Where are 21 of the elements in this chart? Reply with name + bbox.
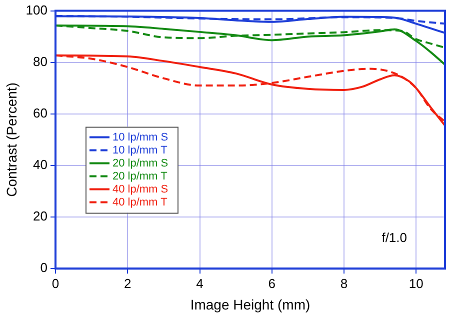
legend-label: 40 lp/mm S	[112, 183, 168, 196]
y-tick-label: 0	[40, 260, 48, 276]
y-tick-label: 20	[33, 208, 48, 224]
legend-label: 40 lp/mm T	[112, 196, 168, 208]
x-tick-label: 8	[340, 276, 348, 291]
y-axis-title: Contrast (Percent)	[3, 82, 20, 197]
x-tick-label: 10	[408, 276, 424, 291]
x-tick-label: 6	[268, 276, 276, 291]
legend-label: 10 lp/mm S	[112, 131, 168, 144]
legend-label: 20 lp/mm T	[112, 170, 168, 182]
y-tick-label: 40	[33, 157, 48, 172]
x-axis-title: Image Height (mm)	[190, 296, 310, 312]
x-tick-label: 0	[52, 276, 60, 291]
y-tick-label: 60	[33, 106, 48, 120]
y-tick-label: 100	[26, 2, 48, 18]
legend-label: 20 lp/mm S	[112, 157, 168, 170]
annotation: f/1.0	[382, 230, 407, 246]
x-tick-label: 2	[124, 276, 132, 291]
x-tick-label: 4	[196, 276, 204, 291]
y-tick-label: 80	[33, 54, 48, 69]
legend-label: 10 lp/mm T	[112, 144, 168, 156]
